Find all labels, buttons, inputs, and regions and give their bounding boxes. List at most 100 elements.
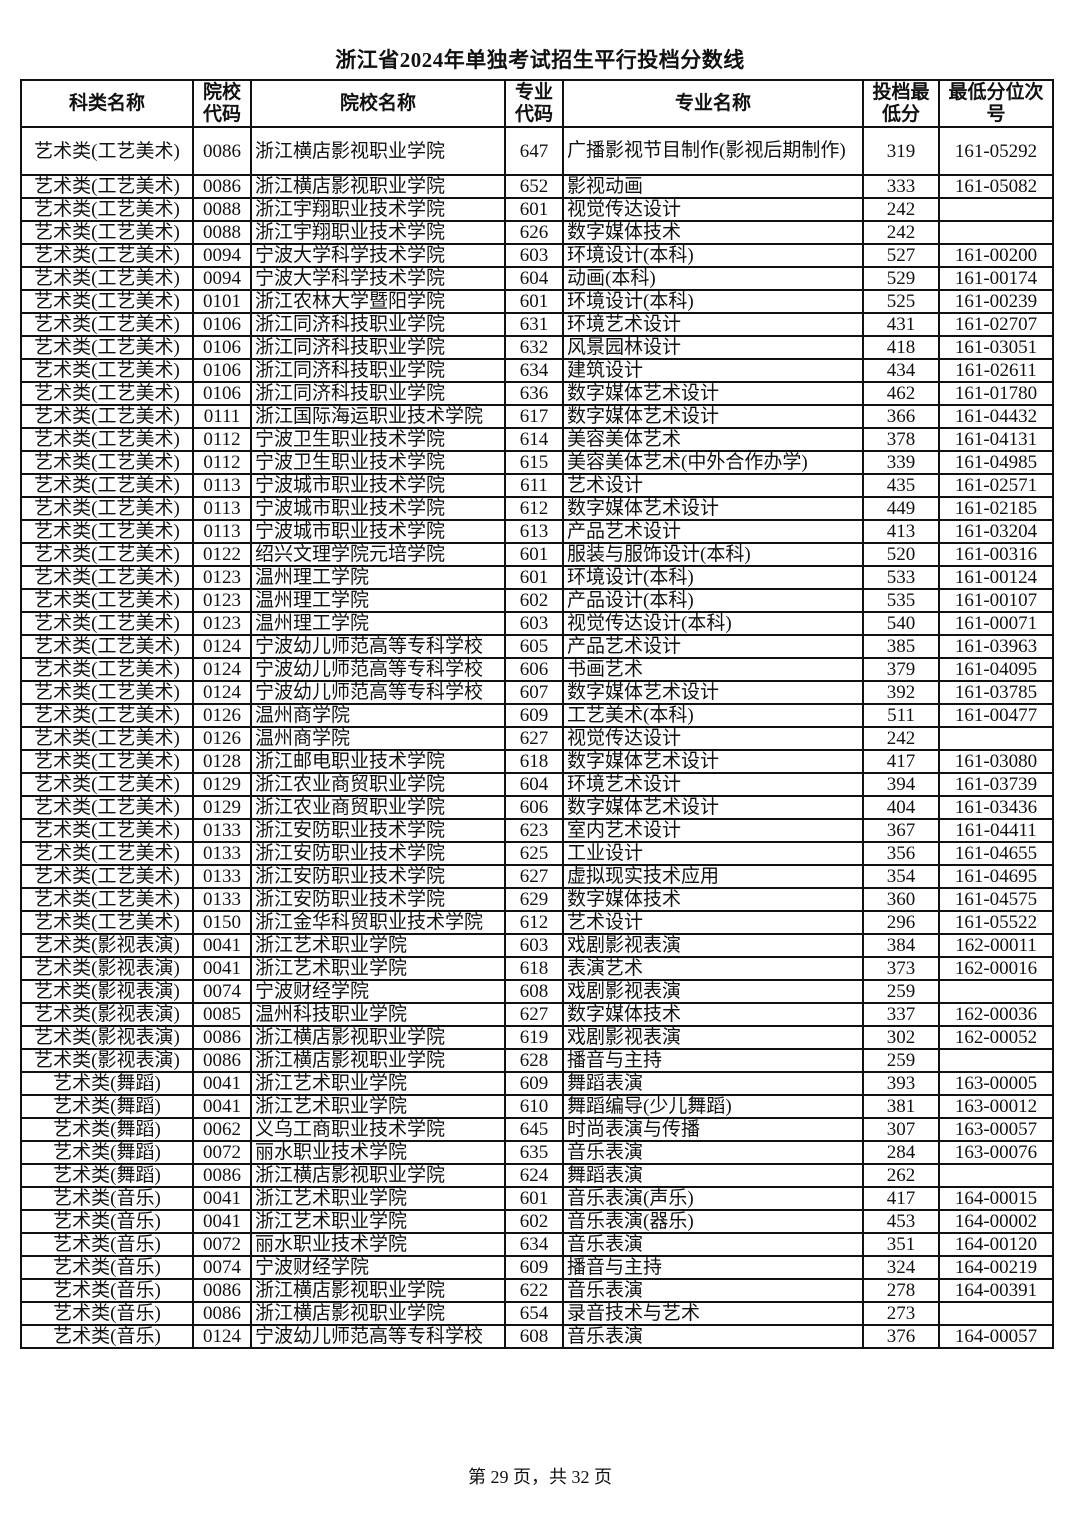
- school-code-cell: 0094: [192, 243, 252, 268]
- min-rank-cell: 161-04131: [938, 427, 1054, 452]
- min-rank-cell: [938, 1048, 1054, 1073]
- major-code-cell: 634: [504, 358, 564, 383]
- table-row: 艺术类(工艺美术) 0094 宁波大学科学技术学院 604 动画(本科) 529 161-0…: [20, 266, 1054, 291]
- category-cell: 艺术类(音乐): [20, 1301, 194, 1326]
- school-code-cell: 0088: [192, 197, 252, 222]
- table-row: 艺术类(工艺美术) 0128 浙江邮电职业技术学院 618 数字媒体艺术设计 417 161…: [20, 749, 1054, 774]
- major-name-cell: 广播影视节目制作(影视后期制作): [562, 126, 864, 176]
- school-name-cell: 宁波大学科学技术学院: [250, 266, 506, 291]
- min-score-cell: 381: [862, 1094, 940, 1119]
- min-score-cell: 337: [862, 1002, 940, 1027]
- school-code-cell: 0086: [192, 1025, 252, 1050]
- table-row: 艺术类(工艺美术) 0106 浙江同济科技职业学院 632 风景园林设计 418 161-0…: [20, 335, 1054, 360]
- major-code-cell: 608: [504, 1324, 564, 1349]
- school-code-cell: 0133: [192, 887, 252, 912]
- school-code-cell: 0086: [192, 1163, 252, 1188]
- category-cell: 艺术类(舞蹈): [20, 1163, 194, 1188]
- min-score-cell: 324: [862, 1255, 940, 1280]
- school-code-cell: 0124: [192, 1324, 252, 1349]
- min-score-cell: 431: [862, 312, 940, 337]
- major-name-cell: 环境设计(本科): [562, 243, 864, 268]
- major-name-cell: 艺术设计: [562, 473, 864, 498]
- major-name-cell: 艺术设计: [562, 910, 864, 935]
- table-row: 艺术类(工艺美术) 0086 浙江横店影视职业学院 652 影视动画 333 161-050…: [20, 174, 1054, 199]
- min-rank-cell: 163-00012: [938, 1094, 1054, 1119]
- major-name-cell: 视觉传达设计(本科): [562, 611, 864, 636]
- school-name-cell: 浙江横店影视职业学院: [250, 174, 506, 199]
- table-row: 艺术类(影视表演) 0074 宁波财经学院 608 戏剧影视表演 259: [20, 979, 1054, 1004]
- category-cell: 艺术类(工艺美术): [20, 335, 194, 360]
- major-name-cell: 美容美体艺术: [562, 427, 864, 452]
- school-code-cell: 0106: [192, 335, 252, 360]
- major-code-cell: 625: [504, 841, 564, 866]
- min-rank-cell: 164-00120: [938, 1232, 1054, 1257]
- school-code-cell: 0123: [192, 588, 252, 613]
- school-name-cell: 浙江宇翔职业技术学院: [250, 220, 506, 245]
- min-rank-cell: 161-02707: [938, 312, 1054, 337]
- school-name-cell: 宁波城市职业技术学院: [250, 496, 506, 521]
- table-row: 艺术类(工艺美术) 0126 温州商学院 627 视觉传达设计 242: [20, 726, 1054, 751]
- min-rank-cell: 162-00052: [938, 1025, 1054, 1050]
- min-score-cell: 366: [862, 404, 940, 429]
- school-code-cell: 0086: [192, 174, 252, 199]
- school-name-cell: 浙江同济科技职业学院: [250, 312, 506, 337]
- school-name-cell: 宁波幼儿师范高等专科学校: [250, 634, 506, 659]
- major-name-cell: 数字媒体技术: [562, 220, 864, 245]
- major-code-cell: 623: [504, 818, 564, 843]
- min-score-cell: 242: [862, 726, 940, 751]
- major-code-cell: 647: [504, 126, 564, 176]
- school-name-cell: 浙江艺术职业学院: [250, 933, 506, 958]
- min-score-cell: 379: [862, 657, 940, 682]
- major-name-cell: 音乐表演: [562, 1140, 864, 1165]
- major-name-cell: 舞蹈表演: [562, 1071, 864, 1096]
- min-rank-cell: 161-04095: [938, 657, 1054, 682]
- school-name-cell: 浙江横店影视职业学院: [250, 126, 506, 176]
- header-major-name: 专业名称: [562, 79, 864, 128]
- min-rank-cell: 161-04655: [938, 841, 1054, 866]
- table-row: 艺术类(工艺美术) 0113 宁波城市职业技术学院 611 艺术设计 435 161-025…: [20, 473, 1054, 498]
- header-major-code: 专业代码: [504, 79, 564, 128]
- school-name-cell: 温州商学院: [250, 726, 506, 751]
- major-code-cell: 652: [504, 174, 564, 199]
- min-score-cell: 307: [862, 1117, 940, 1142]
- school-code-cell: 0088: [192, 220, 252, 245]
- school-name-cell: 温州商学院: [250, 703, 506, 728]
- school-name-cell: 浙江安防职业技术学院: [250, 841, 506, 866]
- school-code-cell: 0133: [192, 818, 252, 843]
- category-cell: 艺术类(工艺美术): [20, 427, 194, 452]
- table-row: 艺术类(工艺美术) 0113 宁波城市职业技术学院 613 产品艺术设计 413 161-0…: [20, 519, 1054, 544]
- category-cell: 艺术类(工艺美术): [20, 450, 194, 475]
- school-name-cell: 浙江横店影视职业学院: [250, 1278, 506, 1303]
- min-score-cell: 462: [862, 381, 940, 406]
- school-code-cell: 0041: [192, 1209, 252, 1234]
- category-cell: 艺术类(影视表演): [20, 933, 194, 958]
- category-cell: 艺术类(工艺美术): [20, 565, 194, 590]
- major-code-cell: 605: [504, 634, 564, 659]
- school-name-cell: 宁波城市职业技术学院: [250, 519, 506, 544]
- category-cell: 艺术类(音乐): [20, 1278, 194, 1303]
- table-row: 艺术类(影视表演) 0086 浙江横店影视职业学院 619 戏剧影视表演 302 162-0…: [20, 1025, 1054, 1050]
- major-code-cell: 604: [504, 266, 564, 291]
- school-code-cell: 0133: [192, 841, 252, 866]
- category-cell: 艺术类(舞蹈): [20, 1140, 194, 1165]
- min-score-cell: 259: [862, 979, 940, 1004]
- min-rank-cell: 161-00174: [938, 266, 1054, 291]
- major-code-cell: 601: [504, 1186, 564, 1211]
- school-code-cell: 0106: [192, 381, 252, 406]
- min-score-cell: 533: [862, 565, 940, 590]
- category-cell: 艺术类(工艺美术): [20, 519, 194, 544]
- major-code-cell: 608: [504, 979, 564, 1004]
- min-score-cell: 535: [862, 588, 940, 613]
- category-cell: 艺术类(工艺美术): [20, 657, 194, 682]
- school-code-cell: 0062: [192, 1117, 252, 1142]
- major-code-cell: 619: [504, 1025, 564, 1050]
- school-name-cell: 宁波大学科学技术学院: [250, 243, 506, 268]
- school-name-cell: 宁波卫生职业技术学院: [250, 427, 506, 452]
- table-row: 艺术类(舞蹈) 0072 丽水职业技术学院 635 音乐表演 284 163-00076: [20, 1140, 1054, 1165]
- school-code-cell: 0124: [192, 634, 252, 659]
- school-code-cell: 0085: [192, 1002, 252, 1027]
- major-name-cell: 动画(本科): [562, 266, 864, 291]
- major-code-cell: 629: [504, 887, 564, 912]
- major-name-cell: 数字媒体艺术设计: [562, 496, 864, 521]
- category-cell: 艺术类(影视表演): [20, 1025, 194, 1050]
